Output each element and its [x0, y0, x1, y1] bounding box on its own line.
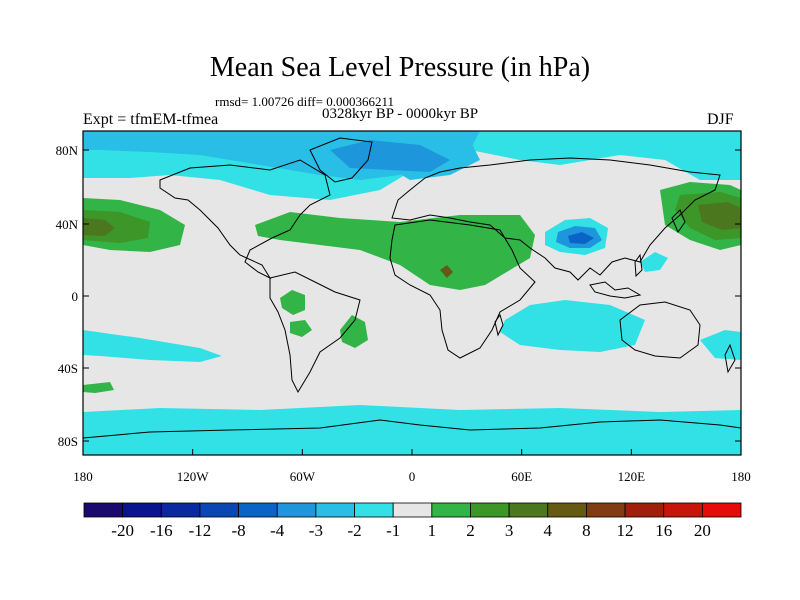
australia-east-cyan: [700, 330, 741, 360]
period-text: 0328kyr BP - 0000kyr BP: [322, 106, 479, 122]
coastlines: [83, 137, 741, 439]
lon-tick-label: 120E: [618, 469, 646, 484]
positive-anomaly-regions: [83, 182, 741, 393]
south-pacific-green: [83, 382, 114, 393]
longitude-axis: 180 120W 60W 0 60E 120E 180: [73, 449, 751, 484]
stats-text: rmsd= 1.00726 diff= 0.000366211: [215, 94, 394, 109]
colorbar: -20 -16 -12 -8 -4 -3 -2 -1 1 2 3 4 8 12 16 20: [83, 502, 742, 540]
colorbar-swatch: [470, 502, 510, 518]
south-america-green-2: [340, 315, 368, 348]
experiment-label: Expt = tfmEM-tfmea: [83, 111, 219, 128]
colorbar-label: 3: [505, 521, 514, 540]
season-label: DJF: [707, 111, 734, 128]
west-pacific-cyan: [640, 252, 668, 272]
south-america-green-1: [280, 290, 305, 315]
colorbar-swatch: [663, 502, 703, 518]
colorbar-swatch: [276, 502, 317, 518]
antarctica-coast: [83, 419, 741, 439]
colorbar-label: -4: [270, 521, 285, 540]
australia-coast: [619, 301, 701, 359]
lat-tick-label: 0: [72, 289, 79, 304]
lon-tick-label: 60W: [290, 469, 316, 484]
new-zealand-coast: [724, 343, 736, 374]
lon-tick-label: 180: [731, 469, 751, 484]
colorbar-label: 1: [428, 521, 437, 540]
north-pacific-dark-west: [83, 218, 115, 236]
lon-tick-label: 60E: [511, 469, 532, 484]
lon-tick-label: 0: [409, 469, 416, 484]
colorbar-label: -1: [386, 521, 400, 540]
north-atlantic-blue: [330, 140, 450, 172]
colorbar-label: -20: [111, 521, 134, 540]
indian-ocean-cyan: [500, 300, 645, 352]
southern-ocean-band: [83, 405, 741, 455]
tibet-dark-blue: [568, 232, 594, 244]
colorbar-swatch: [431, 502, 471, 518]
negative-anomaly-regions: [83, 131, 741, 455]
colorbar-label: 16: [655, 521, 672, 540]
north-pacific-dark-east: [698, 202, 741, 230]
colorbar-swatch: [547, 502, 587, 518]
lat-tick-label: 80S: [58, 434, 78, 449]
latitude-axis: 80N 40N 0 40S 80S: [56, 143, 741, 449]
colorbar-swatch: [624, 502, 665, 518]
indonesia-coast: [589, 281, 642, 299]
lat-tick-label: 80N: [56, 143, 79, 158]
madagascar-coast: [494, 313, 504, 337]
colorbar-label: -8: [232, 521, 246, 540]
map-plot-area: [83, 131, 741, 455]
north-africa-green: [255, 212, 535, 290]
colorbar-swatch: [701, 502, 742, 518]
colorbar-label: 20: [694, 521, 711, 540]
sahara-brown-spot: [440, 265, 453, 278]
colorbar-swatch: [160, 502, 201, 518]
colorbar-swatch: [122, 502, 162, 518]
south-pacific-cyan: [83, 330, 222, 362]
south-america-green-3: [290, 320, 312, 337]
colorbar-swatch: [586, 502, 626, 518]
colorbar-swatch: [315, 502, 355, 518]
colorbar-swatch: [354, 502, 394, 518]
colorbar-label: -16: [150, 521, 173, 540]
japan-coast: [671, 209, 686, 234]
africa-coast: [389, 219, 536, 359]
colorbar-label: -12: [189, 521, 212, 540]
lat-tick-label: 40S: [58, 361, 78, 376]
colorbar-swatch: [508, 502, 549, 518]
colorbar-label: -2: [347, 521, 361, 540]
south-america-coast: [269, 271, 361, 394]
colorbar-label: 12: [617, 521, 634, 540]
europe-asia-coast: [391, 157, 721, 281]
colorbar-swatch: [83, 502, 124, 518]
lon-tick-label: 120W: [177, 469, 210, 484]
philippines-coast: [634, 253, 643, 278]
lon-tick-label: 180: [73, 469, 93, 484]
lat-tick-label: 40N: [56, 217, 79, 232]
colorbar-label: 8: [582, 521, 591, 540]
map-title: Mean Sea Level Pressure (in hPa): [209, 52, 591, 83]
north-america-coast: [159, 159, 331, 280]
colorbar-swatch: [199, 502, 239, 518]
colorbar-label: 4: [544, 521, 553, 540]
colorbar-label: 2: [466, 521, 475, 540]
colorbar-label: -3: [309, 521, 323, 540]
colorbar-swatch: [392, 502, 433, 518]
greenland-coast: [309, 137, 373, 183]
map-background: [83, 131, 741, 455]
colorbar-swatch: [238, 502, 278, 518]
